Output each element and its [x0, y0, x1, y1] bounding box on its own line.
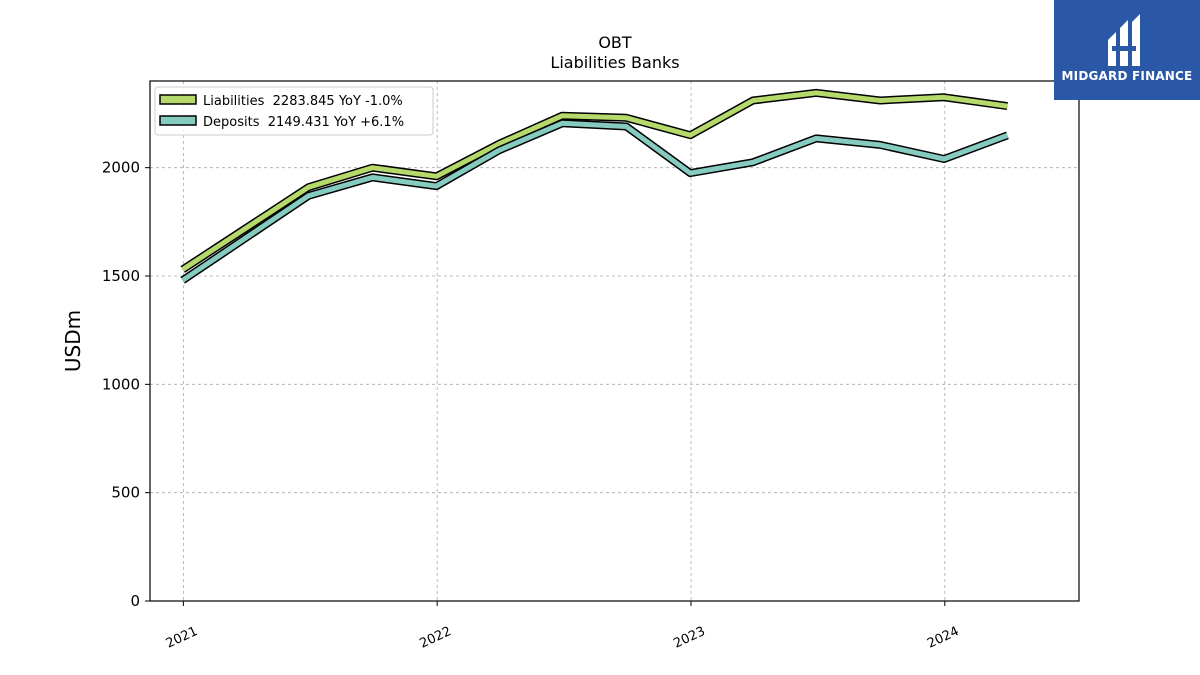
brand-logo: MIDGARD FINANCE	[1054, 0, 1200, 100]
legend-swatch-liabilities	[159, 94, 197, 105]
logo-text: MIDGARD FINANCE	[1061, 69, 1193, 83]
chart-title: OBT	[598, 33, 632, 52]
series-line-deposits	[181, 120, 1009, 283]
legend-box	[154, 86, 434, 136]
x-tick-label: 2022	[418, 624, 454, 652]
chart-subtitle: Liabilities Banks	[550, 53, 679, 72]
legend-label-liabilities: Liabilities 2283.845 YoY -1.0%	[203, 94, 403, 109]
x-tick-label: 2023	[671, 624, 707, 652]
y-tick-label: 1500	[102, 267, 140, 285]
y-axis-label: USDm	[61, 310, 85, 372]
legend-swatch-deposits	[159, 115, 197, 126]
x-tick-label: 2021	[164, 624, 200, 652]
y-tick-label: 1000	[102, 375, 140, 393]
axes: 0 500 1000 1500 2000 2021 2022 2023 2024	[102, 159, 962, 652]
logo-mark-icon	[1108, 14, 1140, 66]
x-tick-label: 2024	[925, 624, 961, 652]
series-line-liabilities	[181, 90, 1008, 272]
y-tick-label: 2000	[102, 159, 140, 177]
grid	[150, 81, 1079, 601]
legend-label-deposits: Deposits 2149.431 YoY +6.1%	[203, 115, 404, 130]
legend: Liabilities 2283.845 YoY -1.0% Deposits …	[154, 86, 434, 136]
y-tick-label: 500	[111, 484, 140, 502]
plot-frame	[149, 80, 1080, 602]
y-tick-label: 0	[130, 592, 140, 610]
series-layer	[180, 88, 1009, 284]
